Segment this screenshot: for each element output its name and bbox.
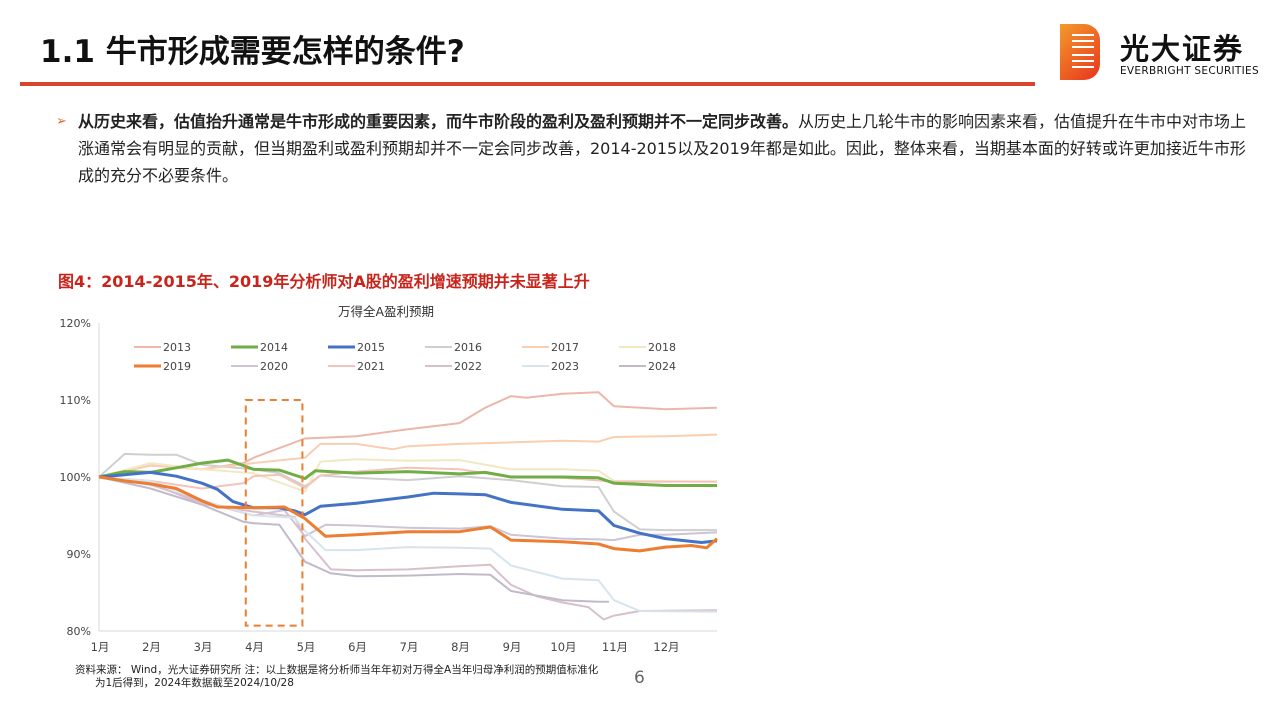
legend-label-2022: 2022 (454, 360, 482, 373)
logo-name-en: EVERBRIGHT SECURITIES (1120, 65, 1259, 77)
logo-name-cn: 光大证券 (1120, 32, 1245, 66)
highlight-box (244, 399, 304, 627)
series-line-2023 (98, 476, 718, 613)
y-tick-label: 80% (67, 625, 91, 638)
legend-label-2021: 2021 (357, 360, 385, 373)
x-tick-label: 4月 (245, 640, 264, 654)
x-tick-label: 9月 (503, 640, 522, 654)
x-tick-label: 10月 (550, 640, 576, 654)
legend-label-2023: 2023 (551, 360, 579, 373)
x-tick-label: 8月 (451, 640, 470, 654)
chart-title: 万得全A盈利预期 (338, 304, 434, 319)
x-tick-label: 11月 (602, 640, 628, 654)
legend-label-2015: 2015 (357, 341, 385, 354)
x-tick-label: 7月 (400, 640, 419, 654)
y-tick-label: 90% (67, 548, 91, 561)
legend-label-2016: 2016 (454, 341, 482, 354)
y-tick-label: 110% (60, 394, 91, 407)
source-note: 资料来源： Wind，光大证券研究所 注：以上数据是将分析师当年年初对万得全A当… (75, 664, 598, 690)
legend-label-2019: 2019 (163, 360, 191, 373)
arrow-bullet-icon: ➢ (56, 114, 67, 129)
legend-label-2018: 2018 (648, 341, 676, 354)
logo-b-icon (1060, 24, 1100, 80)
legend-label-2024: 2024 (648, 360, 676, 373)
x-tick-label: 1月 (91, 640, 110, 654)
bullet-paragraph: ➢ 从历史来看，估值抬升通常是牛市形成的重要因素，而牛市阶段的盈利及盈利预期并不… (56, 108, 1256, 189)
page-title: 1.1 牛市形成需要怎样的条件? (40, 34, 465, 70)
x-tick-label: 5月 (297, 640, 316, 654)
legend-label-2020: 2020 (260, 360, 288, 373)
bullet-bold-text: 从历史来看，估值抬升通常是牛市形成的重要因素，而牛市阶段的盈利及盈利预期并不一定… (78, 112, 799, 131)
source-line-1: 资料来源： Wind，光大证券研究所 注：以上数据是将分析师当年年初对万得全A当… (75, 664, 599, 676)
series-line-2017 (98, 433, 718, 478)
logo: 光大证券 EVERBRIGHT SECURITIES (1060, 24, 1270, 82)
x-tick-label: 2月 (142, 640, 161, 654)
series-line-2024 (98, 476, 609, 603)
legend-label-2017: 2017 (551, 341, 579, 354)
series-line-2022 (98, 476, 718, 621)
x-tick-label: 3月 (194, 640, 213, 654)
series-line-2018 (98, 458, 718, 493)
figure-title: 图4：2014-2015年、2019年分析师对A股的盈利增速预期并未显著上升 (58, 272, 590, 291)
series-line-2014 (98, 458, 717, 487)
x-tick-label: 12月 (653, 640, 679, 654)
y-tick-label: 100% (60, 471, 91, 484)
series-line-2019 (98, 475, 718, 553)
legend-label-2013: 2013 (163, 341, 191, 354)
series-line-2016 (98, 452, 717, 532)
x-tick-label: 6月 (348, 640, 367, 654)
source-line-2: 为1后得到，2024年数据截至2024/10/28 (95, 677, 294, 689)
y-tick-label: 120% (60, 317, 91, 330)
legend-label-2014: 2014 (260, 341, 288, 354)
header-divider (20, 82, 1035, 86)
series-line-2015 (98, 470, 718, 544)
bullet-text: 从历史上几轮牛市的影响因素来看，估值提升在牛市中对市场上涨通常会有明显的贡献，但… (78, 112, 1247, 185)
page-number: 6 (634, 668, 645, 688)
